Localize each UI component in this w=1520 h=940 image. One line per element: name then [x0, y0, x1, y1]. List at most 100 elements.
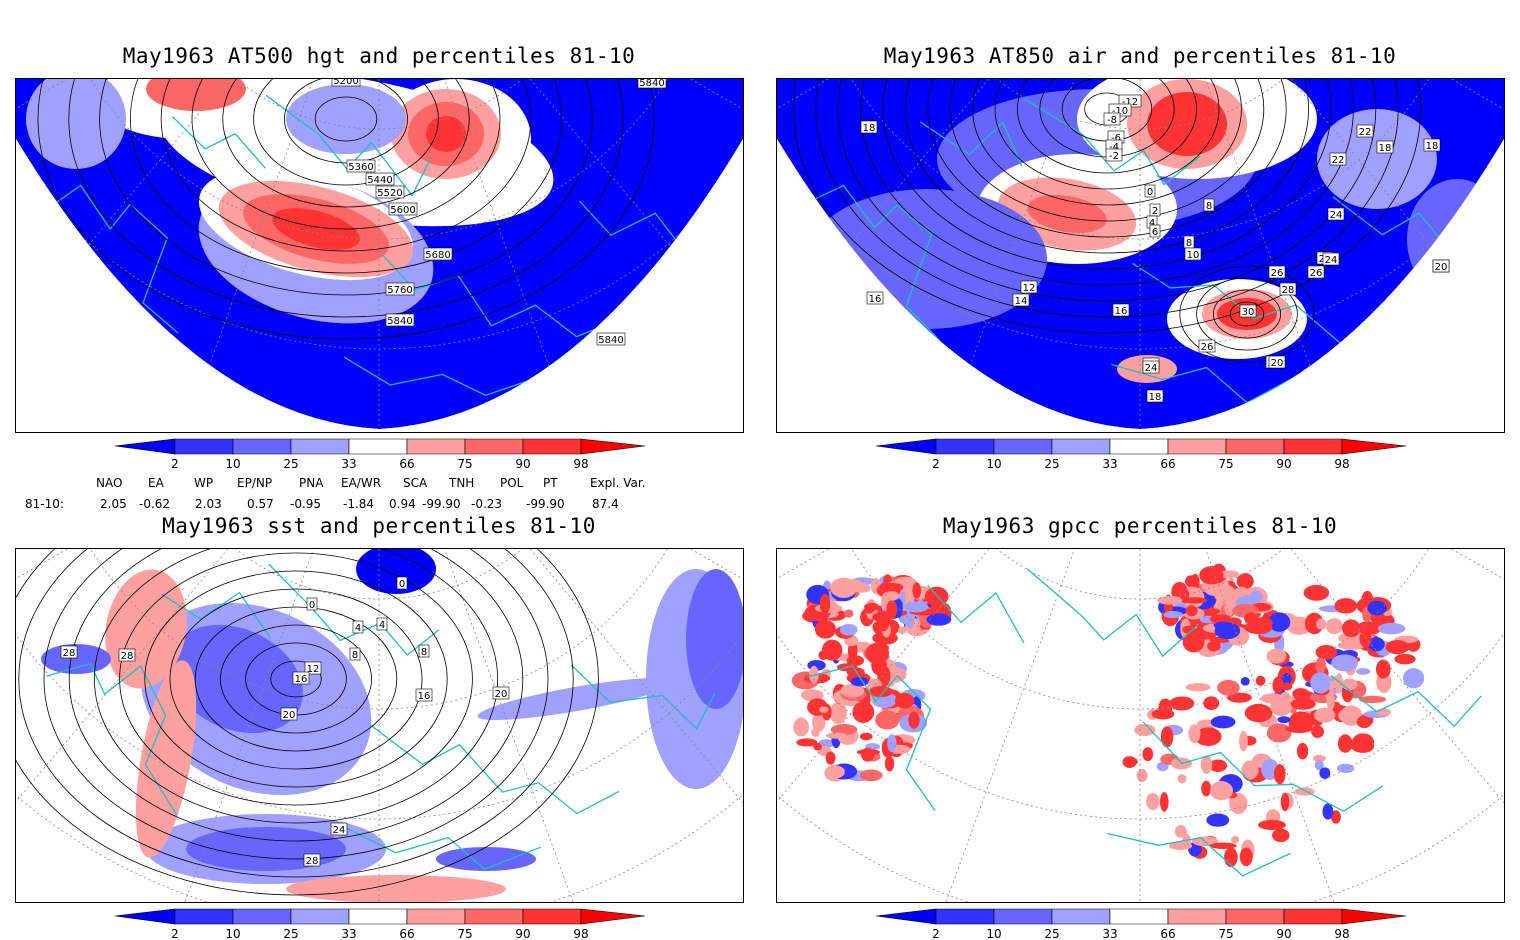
- index-value-nao: 2.05: [100, 497, 127, 511]
- svg-text:26: 26: [1310, 268, 1323, 279]
- contour-label: 18: [1376, 140, 1394, 154]
- colorbar-left-arrow: [875, 438, 937, 455]
- svg-text:4: 4: [379, 620, 385, 631]
- contour-label: 20: [1432, 259, 1450, 273]
- colorbar-swatch: [522, 908, 582, 925]
- svg-text:2: 2: [1152, 206, 1158, 217]
- colorbar-swatch: [993, 438, 1053, 455]
- colorbar-swatch: [1283, 908, 1343, 925]
- contour-label: 30: [1239, 304, 1257, 318]
- svg-text:5440: 5440: [367, 175, 392, 186]
- svg-text:-8: -8: [1107, 115, 1117, 126]
- svg-text:18: 18: [1426, 141, 1439, 152]
- contour-label: 20: [280, 707, 298, 721]
- contour-label: 20: [1268, 355, 1286, 369]
- outside-domain: [777, 139, 1504, 432]
- contour-label: 5840: [596, 332, 626, 346]
- lat-lon-grid: [16, 549, 743, 902]
- svg-text:8: 8: [352, 650, 358, 661]
- index-table: NAO EA WP EP/NP PNA EA/WR SCA TNH POL PT…: [0, 474, 760, 514]
- svg-text:18: 18: [1149, 392, 1162, 403]
- contour-label: 4: [352, 620, 364, 634]
- svg-text:16: 16: [295, 674, 308, 685]
- contour-label: 6: [1149, 224, 1161, 238]
- svg-text:5600: 5600: [390, 205, 415, 216]
- svg-text:0: 0: [1147, 187, 1153, 198]
- colorbar-swatch: [406, 438, 466, 455]
- svg-text:26: 26: [1271, 268, 1284, 279]
- index-header-epnp: EP/NP: [237, 476, 273, 490]
- colorbar-tick-label: 33: [341, 457, 356, 471]
- colorbar-tick-label: 98: [1334, 927, 1349, 940]
- lat-lon-grid: [777, 549, 1504, 902]
- svg-text:22: 22: [1332, 155, 1345, 166]
- svg-text:20: 20: [283, 710, 296, 721]
- map-panel-air850: -12-10-8-6-4-202468810121416161618181820…: [776, 78, 1505, 433]
- index-value-expl-var: 87.4: [592, 497, 619, 511]
- svg-text:10: 10: [1187, 250, 1200, 261]
- contour-label: 24: [1322, 252, 1340, 266]
- colorbar-swatch: [348, 908, 408, 925]
- svg-text:-10: -10: [1112, 106, 1128, 117]
- contour-label: 2: [1149, 203, 1161, 217]
- svg-text:5200: 5200: [333, 79, 358, 87]
- svg-text:-4: -4: [1109, 142, 1119, 153]
- colorbar-tick-label: 2: [932, 457, 940, 471]
- colorbar-swatch: [1051, 438, 1111, 455]
- svg-text:28: 28: [1282, 285, 1295, 296]
- panel-title-p4: May1963 gpcc percentiles 81-10: [942, 514, 1338, 538]
- colorbar-swatch: [406, 908, 466, 925]
- contour-label: 16: [415, 688, 433, 702]
- colorbar-swatch: [1167, 908, 1227, 925]
- contour-label: 5600: [388, 202, 418, 216]
- colorbar-top-left: 2 10 25 33 66 75 90 98: [114, 438, 646, 471]
- colorbar-swatch: [935, 438, 995, 455]
- svg-text:12: 12: [1023, 283, 1036, 294]
- contour-label: 16: [292, 671, 310, 685]
- coastlines: [800, 98, 1474, 404]
- contour-label: 5200: [331, 79, 361, 87]
- colorbar-swatch: [348, 438, 408, 455]
- contour-label: 28: [118, 648, 136, 662]
- contour-label: 12: [1020, 280, 1038, 294]
- panel-title-p3: May1963 sst and percentiles 81-10: [162, 514, 596, 538]
- svg-text:5360: 5360: [348, 162, 373, 173]
- colorbar-swatch: [1283, 438, 1343, 455]
- map-panel-hgt500: 5200 5360 5440 5520 5600 5680 5760 5840 5840 5840: [15, 78, 744, 433]
- index-value-wp: 2.03: [195, 497, 222, 511]
- contour-label: 18: [1423, 138, 1441, 152]
- svg-text:16: 16: [1115, 306, 1128, 317]
- colorbar-swatch: [464, 908, 524, 925]
- contour-label: 5520: [375, 185, 405, 199]
- contour-label: 10: [1184, 247, 1202, 261]
- colorbar-swatch: [290, 908, 350, 925]
- colorbar-tick-label: 66: [1160, 927, 1175, 940]
- colorbar-tick-label: 10: [986, 457, 1001, 471]
- colorbar-swatch: [522, 438, 582, 455]
- colorbar-tick-label: 2: [171, 927, 179, 940]
- colorbar-swatch: [1225, 438, 1285, 455]
- temperature-contours: [792, 79, 1422, 334]
- colorbar-swatch: [1225, 908, 1285, 925]
- contour-label: 5440: [365, 172, 395, 186]
- index-header-tnh: TNH: [449, 476, 475, 490]
- svg-text:18: 18: [1379, 143, 1392, 154]
- colorbar-swatch: [1109, 438, 1169, 455]
- svg-text:8: 8: [421, 647, 427, 658]
- colorbar-tick-label: 10: [986, 927, 1001, 940]
- panel-title-p1: May1963 AT500 hgt and percentiles 81-10: [122, 44, 636, 68]
- colorbar-swatch: [1051, 908, 1111, 925]
- svg-text:5760: 5760: [387, 285, 412, 296]
- colorbar-tick-label: 33: [1102, 927, 1117, 940]
- svg-text:0: 0: [399, 579, 405, 590]
- svg-text:28: 28: [63, 648, 76, 659]
- contour-label: 8: [349, 647, 361, 661]
- colorbar-tick-label: 25: [283, 457, 298, 471]
- contour-label: -2: [1105, 148, 1123, 162]
- index-value-ea: -0.62: [139, 497, 171, 511]
- colorbar-tick-label: 66: [399, 457, 414, 471]
- contour-label: 5680: [423, 247, 453, 261]
- index-value-sca: 0.94: [389, 497, 416, 511]
- colorbar-tick-label: 66: [399, 927, 414, 940]
- index-value-pt: -99.90: [526, 497, 565, 511]
